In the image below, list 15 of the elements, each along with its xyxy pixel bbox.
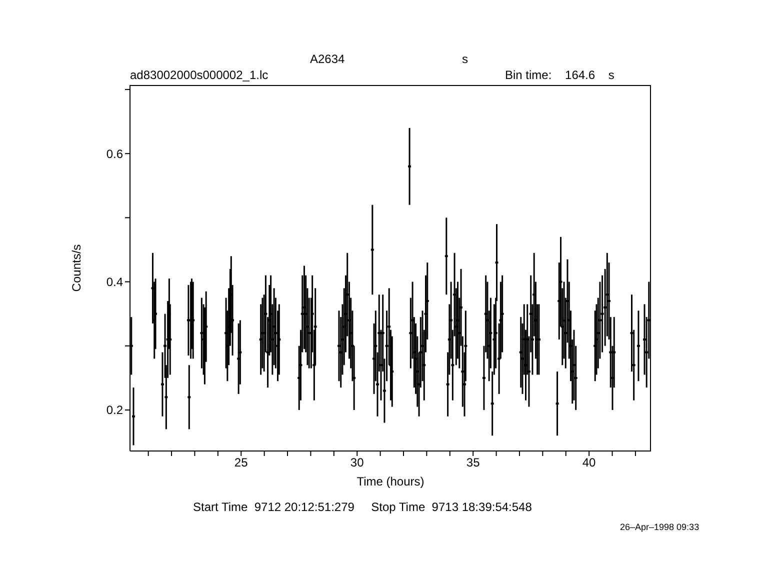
y-tick-label: 0.6 bbox=[106, 146, 124, 161]
text: Bin time: 164.6 s bbox=[505, 68, 614, 82]
x-tick-label: 40 bbox=[582, 456, 596, 470]
y-tick-label: 0.4 bbox=[106, 275, 124, 290]
y-axis-title: Counts/s bbox=[69, 244, 84, 292]
x-axis-title: Time (hours) bbox=[356, 474, 424, 489]
text: s bbox=[462, 52, 468, 66]
chart-subtitle: ad83002000s000002_1.lc bbox=[130, 68, 268, 82]
x-tick-label: 35 bbox=[466, 456, 480, 470]
text: 26–Apr–1998 09:33 bbox=[620, 522, 700, 532]
y-tick-label: 0.2 bbox=[106, 403, 124, 418]
x-tick-label: 25 bbox=[234, 456, 248, 470]
text: Start Time 9712 20:12:51:279 Stop Time 9713 18:39:54:548 bbox=[193, 500, 532, 514]
x-tick-label: 30 bbox=[350, 456, 364, 470]
chart-title: A2634 bbox=[310, 52, 345, 66]
